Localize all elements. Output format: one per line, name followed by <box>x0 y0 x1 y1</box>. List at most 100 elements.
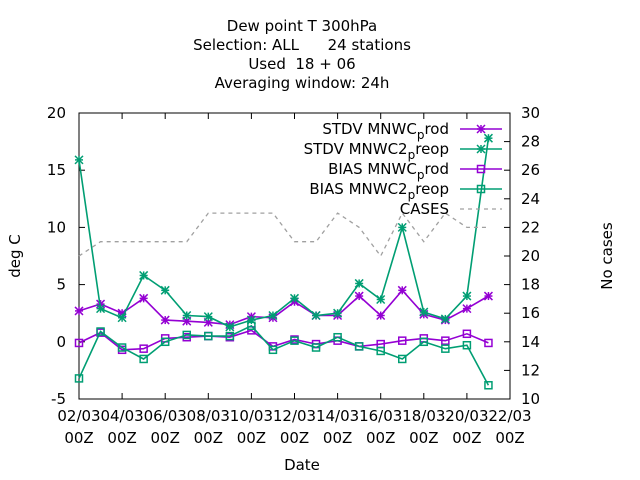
marker-square <box>476 164 486 174</box>
series-line <box>78 138 490 328</box>
y-tick-label: -5 <box>51 390 66 408</box>
y-axis-label: deg C <box>6 234 24 278</box>
y-tick-label: 20 <box>47 104 66 122</box>
marker-square <box>484 338 493 348</box>
marker-star-d2 <box>376 310 386 321</box>
marker-square <box>204 331 213 341</box>
y2-tick-label: 24 <box>521 190 540 208</box>
x-tick-label-date: 02/03 <box>57 407 100 425</box>
marker-star-d2 <box>397 222 407 232</box>
x-tick-label-date: 16/03 <box>359 407 402 425</box>
marker-star-d2 <box>462 291 472 301</box>
marker-square <box>74 374 84 383</box>
y2-tick-label: 28 <box>521 133 540 151</box>
legend-label: BIAS MNWC2preop <box>309 180 449 202</box>
marker-square <box>139 344 148 353</box>
marker-star-d2 <box>333 308 343 318</box>
marker-star-d2 <box>117 313 127 323</box>
y-axis: -5 0 5 10 15 20 <box>47 104 85 408</box>
marker-square <box>376 346 385 356</box>
y2-tick-label: 30 <box>521 104 540 122</box>
marker-square <box>182 330 191 340</box>
legend-label: STDV MNWC2preop <box>304 140 449 162</box>
marker-square <box>96 327 105 336</box>
marker-square <box>419 337 429 347</box>
marker-star-d2 <box>268 310 278 321</box>
x-tick-label-time: 00Z <box>495 429 524 447</box>
marker-star-d2 <box>74 306 84 316</box>
series <box>74 133 493 332</box>
marker-square <box>462 329 472 339</box>
x-axis-label: Date <box>284 456 320 474</box>
marker-square <box>398 336 407 345</box>
x-tick-label-time: 00Z <box>409 429 438 447</box>
marker-star-d2 <box>139 270 149 280</box>
marker-star-d2 <box>182 310 192 321</box>
marker-star-d2 <box>160 285 170 295</box>
marker-star-d2 <box>225 322 235 332</box>
y2-tick-label: 20 <box>521 247 540 265</box>
y2-tick-label: 18 <box>521 276 540 294</box>
marker-star-d2 <box>289 293 300 303</box>
title-line: Dew point T 300hPa <box>227 17 377 35</box>
y2-axis-label: No cases <box>598 222 616 290</box>
x-tick-label-date: 06/03 <box>144 407 187 425</box>
legend-label: CASES <box>400 200 449 218</box>
y-tick-label: 10 <box>47 218 66 236</box>
marker-star-d2 <box>74 155 84 165</box>
marker-star-d2 <box>354 278 364 288</box>
marker-square <box>74 338 84 348</box>
marker-square <box>247 321 256 331</box>
title-line: Averaging window: 24h <box>215 74 390 92</box>
marker-square <box>441 336 450 345</box>
x-tick-label-time: 00Z <box>107 429 136 447</box>
y-tick-label: 15 <box>47 161 66 179</box>
legend-label: STDV MNWCprod <box>322 120 449 142</box>
marker-star-d2 <box>96 304 106 314</box>
marker-star-d2 <box>462 304 472 314</box>
marker-square <box>441 344 450 353</box>
marker-star-d2 <box>160 315 170 325</box>
marker-star-d2 <box>483 291 493 301</box>
marker-star-d2 <box>139 293 149 303</box>
x-tick-label-date: 08/03 <box>187 407 230 425</box>
y2-axis: 10 12 14 16 18 20 22 24 26 28 30 <box>504 104 540 408</box>
series-layer <box>74 133 493 390</box>
x-tick-label-date: 14/03 <box>316 407 359 425</box>
marker-star-d2 <box>311 310 321 321</box>
marker-star-d2 <box>476 124 486 134</box>
marker-square <box>398 354 407 364</box>
x-tick-label-time: 00Z <box>452 429 481 447</box>
x-tick-label-time: 00Z <box>151 429 180 447</box>
marker-star-d2 <box>440 314 450 324</box>
marker-star-d2 <box>476 144 486 154</box>
series <box>78 211 489 258</box>
marker-square <box>225 331 235 341</box>
marker-square <box>311 343 321 352</box>
x-tick-label-date: 10/03 <box>230 407 273 425</box>
y-tick-label: 0 <box>56 333 66 351</box>
x-tick-label-time: 00Z <box>194 429 223 447</box>
series <box>74 326 493 355</box>
y2-tick-label: 12 <box>521 361 540 379</box>
series <box>74 321 493 390</box>
marker-star-d2 <box>203 312 213 322</box>
marker-star-d2 <box>419 307 429 317</box>
y-tick-label: 5 <box>56 276 66 294</box>
marker-square <box>333 332 342 342</box>
marker-square <box>484 381 493 390</box>
marker-square <box>290 336 299 345</box>
x-tick-label-date: 20/03 <box>445 407 488 425</box>
x-tick-label-time: 00Z <box>366 429 395 447</box>
title-line: Selection: ALL 24 stations <box>193 36 411 54</box>
y2-tick-label: 10 <box>521 390 540 408</box>
x-tick-label-date: 12/03 <box>273 407 316 425</box>
title-line: Used 18 + 06 <box>248 55 355 73</box>
x-tick-label-date: 04/03 <box>100 407 143 425</box>
marker-square <box>139 354 148 364</box>
marker-square <box>160 337 170 347</box>
marker-square <box>462 340 472 350</box>
marker-square <box>354 342 364 351</box>
y2-tick-label: 14 <box>521 333 540 351</box>
